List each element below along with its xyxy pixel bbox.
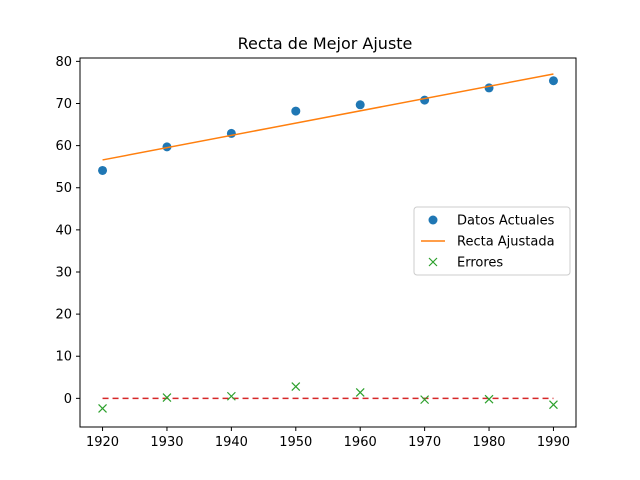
legend-label: Datos Actuales	[457, 214, 555, 229]
error-point	[162, 393, 172, 402]
legend-label: Errores	[457, 256, 503, 271]
legend-x-key	[428, 257, 438, 267]
x-tick-label: 1970	[408, 435, 441, 450]
legend-box	[413, 206, 571, 276]
y-tick-label: 0	[64, 392, 72, 407]
y-tick-label: 30	[55, 265, 72, 280]
x-tick-label: 1950	[279, 435, 312, 450]
data-point	[484, 83, 494, 93]
data-point	[355, 100, 365, 110]
legend-circle-key	[428, 215, 438, 225]
x-tick-label: 1920	[86, 435, 119, 450]
x-tick-label: 1990	[537, 435, 570, 450]
axes: 1920 1930 1940 1950 1960 1970 1980 1990 0 10 20 30 4…	[55, 55, 577, 450]
fit-line	[102, 73, 554, 161]
x-tick-label: 1930	[150, 435, 183, 450]
x-tick-label: 1940	[215, 435, 248, 450]
legend: Datos Actuales Recta Ajustada Errores	[413, 206, 571, 276]
x-tick-label: 1960	[344, 435, 377, 450]
y-tick-label: 50	[55, 181, 72, 196]
data-point	[162, 142, 172, 152]
data-point	[98, 165, 108, 175]
error-point	[484, 394, 494, 404]
error-point	[291, 382, 301, 391]
plot-area	[98, 73, 558, 413]
y-tick-label: 40	[55, 223, 72, 238]
error-point	[549, 400, 558, 410]
data-point	[291, 106, 301, 116]
data-point	[548, 76, 558, 86]
y-tick-label: 60	[55, 139, 72, 154]
y-tick-label: 70	[55, 97, 72, 112]
error-point	[98, 404, 107, 413]
y-tick-label: 20	[55, 308, 72, 323]
axes-frame	[79, 57, 577, 428]
error-point	[420, 395, 430, 405]
error-point	[355, 388, 365, 397]
chart-title: Recta de Mejor Ajuste	[238, 34, 413, 53]
error-point	[226, 391, 236, 401]
y-tick-label: 10	[55, 350, 72, 365]
x-tick-label: 1980	[472, 435, 505, 450]
y-tick-label: 80	[55, 55, 72, 70]
data-point	[420, 95, 430, 105]
legend-label: Recta Ajustada	[457, 235, 555, 250]
